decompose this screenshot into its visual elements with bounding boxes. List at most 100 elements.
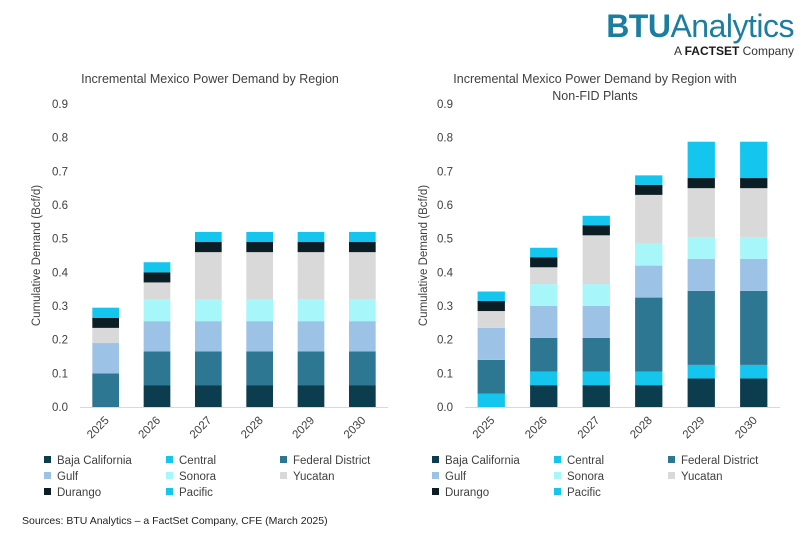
bar-left-2025-pacific [92, 307, 120, 318]
bar-left-2025-yucatan [92, 327, 120, 344]
legend-swatch [432, 456, 439, 463]
bar-right-2027-pacific [582, 215, 610, 226]
bar-right-2029-baja-california [687, 378, 715, 407]
legend-item-baja-california: Baja California [44, 455, 132, 467]
legend-item-durango: Durango [432, 487, 489, 499]
bar-right-2028-durango [635, 184, 663, 195]
bar-left-2029-federal-district [297, 351, 325, 386]
bar-left-2028-sonora [246, 299, 274, 322]
bar-right-2026-baja-california [530, 385, 558, 407]
legend-swatch [668, 472, 675, 479]
x-tick-label-left: 2025 [85, 415, 112, 442]
y-tick-label-right: 0.7 [437, 166, 453, 178]
bar-right-2029-pacific [687, 141, 715, 179]
legend-swatch [166, 456, 173, 463]
legend-label: Central [567, 455, 605, 467]
bar-left-2028-yucatan [246, 252, 274, 300]
x-tick-label-left: 2028 [239, 415, 266, 442]
bar-left-2030-pacific [348, 231, 376, 243]
y-tick-label-left: 0.8 [52, 133, 68, 145]
bar-right-2028-federal-district [635, 297, 663, 372]
legend-label: Durango [57, 487, 102, 499]
y-tick-label-right: 0.5 [437, 234, 453, 246]
bar-right-2025-federal-district [477, 359, 505, 394]
legend-right: Baja California Central Federal District Gu… [432, 455, 802, 505]
y-tick-label-left: 0.5 [52, 234, 68, 246]
bar-right-2027-gulf [582, 306, 610, 338]
legend-left: Baja California Central Federal District Gu… [44, 455, 414, 505]
x-tick-label-right: 2030 [733, 415, 760, 442]
logo-brand: BTU [606, 8, 671, 44]
bar-left-2028-baja-california [246, 385, 274, 407]
bar-right-2029-yucatan [687, 188, 715, 237]
legend-swatch [280, 472, 287, 479]
bar-right-2030-pacific [740, 141, 768, 179]
bar-right-2030-yucatan [740, 188, 768, 237]
y-tick-label-right: 0.8 [437, 133, 453, 145]
legend-label: Central [179, 455, 217, 467]
bar-right-2028-baja-california [635, 385, 663, 407]
bar-right-2025-yucatan [477, 311, 505, 328]
bar-left-2028-federal-district [246, 351, 274, 386]
legend-item-central: Central [166, 455, 216, 467]
legend-label: Yucatan [681, 471, 723, 483]
bar-left-2026-gulf [143, 321, 171, 352]
chart-title-right-line-1: Incremental Mexico Power Demand by Regio… [453, 72, 737, 86]
legend-item-federal-district: Federal District [280, 455, 370, 467]
legend-swatch [44, 472, 51, 479]
legend-item-pacific: Pacific [554, 487, 601, 499]
bar-right-2029-central [687, 364, 715, 379]
bar-left-2027-gulf [194, 321, 222, 352]
bar-right-2027-federal-district [582, 337, 610, 372]
legend-swatch [554, 488, 561, 495]
legend-label: Gulf [445, 471, 467, 483]
bar-left-2025-federal-district [92, 373, 120, 407]
legend-item-yucatan: Yucatan [668, 471, 723, 483]
source-note: Sources: BTU Analytics – a FactSet Compa… [22, 515, 328, 527]
legend-label: Baja California [445, 455, 520, 467]
bar-right-2025-durango [477, 300, 505, 312]
chart-title-left: Incremental Mexico Power Demand by Regio… [40, 71, 380, 88]
bar-right-2026-pacific [530, 247, 558, 258]
y-tick-label-left: 0.4 [52, 267, 69, 279]
bar-left-2027-pacific [194, 231, 222, 243]
bar-left-2026-baja-california [143, 385, 171, 407]
btu-analytics-logo: BTUAnalytics A FACTSET Company [606, 8, 794, 58]
legend-swatch [44, 456, 51, 463]
bar-right-2026-gulf [530, 306, 558, 338]
bar-left-2029-sonora [297, 299, 325, 322]
legend-item-federal-district: Federal District [668, 455, 758, 467]
bar-right-2028-pacific [635, 175, 663, 185]
x-tick-label-left: 2030 [342, 415, 369, 442]
y-tick-label-right: 0.6 [437, 200, 453, 212]
legend-label: Gulf [57, 471, 79, 483]
legend-label: Pacific [179, 487, 213, 499]
y-axis-title-right: Cumulative Demand (Bcf/d) [418, 185, 430, 326]
legend-label: Pacific [567, 487, 601, 499]
bar-right-2030-gulf [740, 258, 768, 291]
bar-right-2026-federal-district [530, 337, 558, 372]
bar-left-2027-durango [194, 242, 222, 253]
bar-right-2027-durango [582, 225, 610, 236]
legend-label: Federal District [293, 455, 371, 467]
logo-tagline-company: Company [742, 44, 794, 58]
bar-right-2030-baja-california [740, 378, 768, 407]
bar-right-2026-durango [530, 257, 558, 268]
bar-right-2028-sonora [635, 243, 663, 266]
legend-swatch [432, 488, 439, 495]
x-tick-label-left: 2029 [291, 415, 318, 442]
bar-left-2027-federal-district [194, 351, 222, 386]
bar-right-2027-baja-california [582, 385, 610, 407]
legend-item-sonora: Sonora [166, 471, 216, 483]
x-tick-label-right: 2028 [628, 415, 655, 442]
bar-right-2029-federal-district [687, 290, 715, 365]
bar-right-2027-sonora [582, 284, 610, 306]
x-tick-label-right: 2027 [576, 415, 603, 442]
bar-left-2030-sonora [348, 299, 376, 322]
bar-right-2029-sonora [687, 236, 715, 259]
bar-right-2027-yucatan [582, 235, 610, 285]
bar-left-2030-federal-district [348, 351, 376, 386]
bar-right-2026-central [530, 371, 558, 386]
legend-item-yucatan: Yucatan [280, 471, 335, 483]
